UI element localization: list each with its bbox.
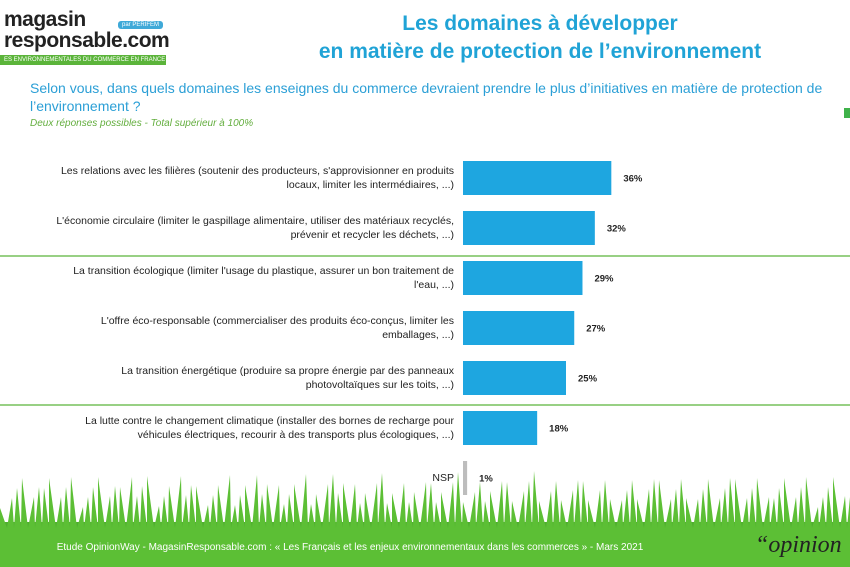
- bar: [463, 311, 575, 345]
- note: Deux réponses possibles - Total supérieu…: [30, 118, 254, 129]
- bar: [463, 411, 538, 445]
- bars: 36% 32% 29% 27% 25% 18% 1%: [463, 161, 643, 495]
- bar: [463, 211, 595, 245]
- value-label: 32%: [607, 224, 627, 235]
- accent: [844, 108, 850, 118]
- bar: [463, 261, 583, 295]
- category-label: Les relations avec les filières (souteni…: [60, 165, 454, 191]
- value-label: 29%: [594, 274, 614, 285]
- grass: [0, 471, 850, 567]
- logo-text: magasin: [4, 8, 86, 31]
- value-label: 18%: [549, 424, 569, 435]
- category-label: La transition écologique (limiter l'usag…: [73, 265, 454, 291]
- logo-text: responsable.com: [4, 29, 170, 52]
- logo-tagline: ES ENVIRONNEMENTALES DU COMMERCE EN FRAN…: [0, 55, 166, 65]
- value-label: 27%: [586, 324, 606, 335]
- category-label: La transition énergétique (produire sa p…: [121, 365, 454, 391]
- grass-blades: [0, 471, 850, 567]
- bar: [463, 461, 468, 495]
- category-label: NSP: [432, 472, 454, 484]
- bar: [463, 161, 612, 195]
- value-label: 1%: [479, 474, 493, 485]
- chart-title: en matière de protection de l’environnem…: [318, 40, 762, 63]
- footer: Etude OpinionWay - MagasinResponsable.co…: [56, 542, 644, 553]
- question: Selon vous, dans quels domaines les ense…: [30, 80, 823, 114]
- category-label: La lutte contre le changement climatique…: [85, 415, 454, 441]
- value-label: 25%: [578, 374, 598, 385]
- logo-badge: par PERIFEM: [118, 21, 164, 29]
- category-label: L'offre éco-responsable (commercialiser …: [100, 315, 454, 341]
- value-label: 36%: [623, 174, 643, 185]
- bar: [463, 361, 566, 395]
- chart-title: Les domaines à développer: [402, 12, 678, 35]
- brand-logo: “opinion: [755, 532, 842, 558]
- category-label: L'économie circulaire (limiter le gaspil…: [56, 215, 454, 241]
